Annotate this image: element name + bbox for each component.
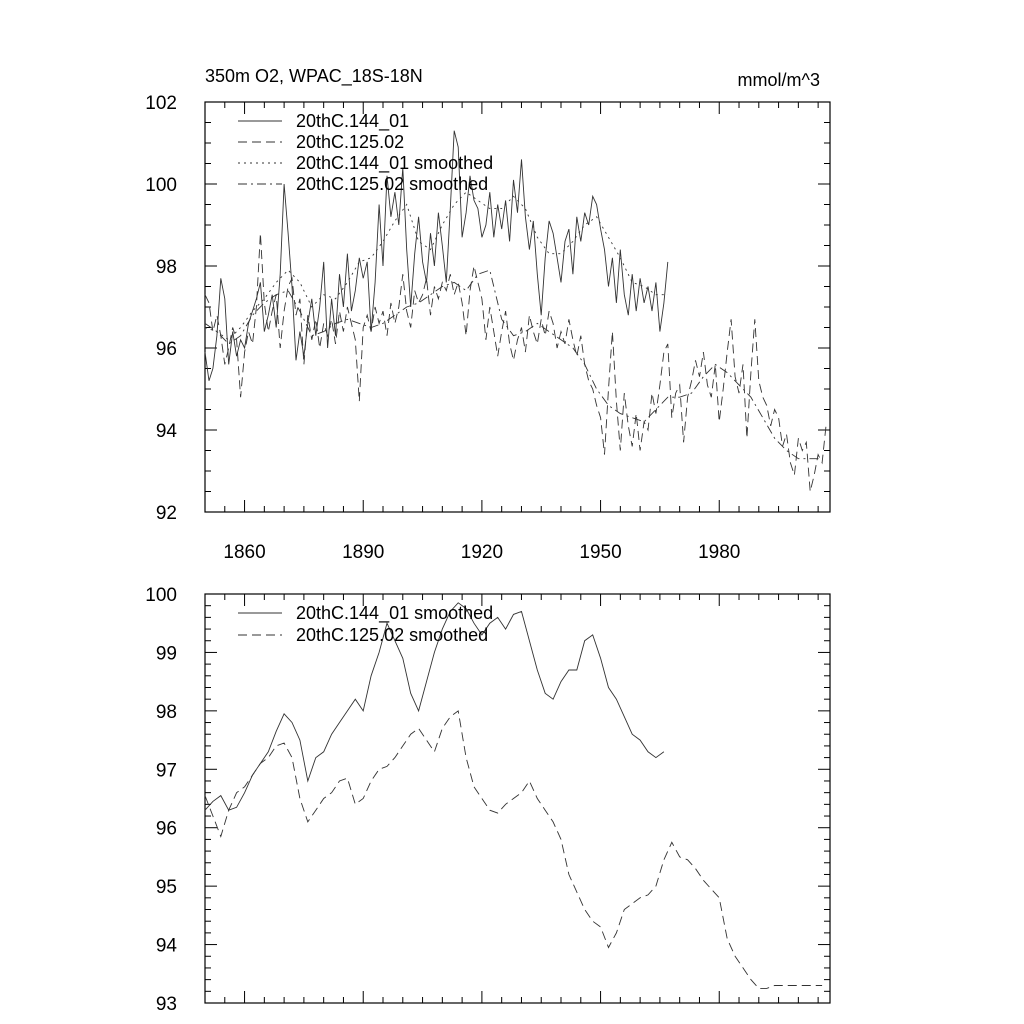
x-tick-label: 1890 [342,542,384,563]
y-tick-label: 93 [156,994,177,1015]
top-chart-panel: 350m O2, WPAC_18S-18N mmol/m^3 1860 1890 1… [145,66,831,563]
y-tick-label: 97 [156,760,177,781]
legend-label: 20thC.125.02 smoothed [296,174,488,194]
series-line-20thc-125-02 [204,233,827,492]
y-tick-label: 98 [156,257,177,278]
y-tick-label: 92 [156,503,177,524]
y-tick-label: 100 [145,175,177,196]
series-line-20thc-125-02-smoothed [204,269,823,460]
legend-label: 20thC.144_01 [296,111,409,132]
y-tick-label: 95 [156,877,177,898]
legend-label: 20thC.125.02 [296,132,404,152]
y-tick-label: 98 [156,702,177,723]
series-line-20thc-144-01-smoothed [204,602,665,811]
series-line-20thc-125-02-smoothed [204,710,823,989]
y-tick-label: 100 [145,585,177,606]
x-tick-label: 1980 [698,542,740,563]
series-line-20thc-144-01 [204,130,669,381]
bottom-chart-panel: 93 94 95 96 97 98 99 100 20thC.144_01 smoothed20… [145,585,831,1015]
legend-label: 20thC.125.02 smoothed [296,625,488,645]
y-tick-label: 99 [156,643,177,664]
y-tick-label: 94 [156,421,178,442]
y-tick-label: 96 [156,339,177,360]
x-tick-label: 1920 [461,542,503,563]
legend-label: 20thC.144_01 smoothed [296,153,493,174]
plot-frame [204,593,831,1004]
top-chart-title: 350m O2, WPAC_18S-18N [205,66,423,87]
y-tick-label: 102 [145,93,177,114]
y-tick-label: 94 [156,936,178,957]
x-tick-label: 1950 [579,542,621,563]
x-tick-label: 1860 [223,542,265,563]
legend-label: 20thC.144_01 smoothed [296,603,493,624]
y-tick-label: 96 [156,819,177,840]
top-chart-units: mmol/m^3 [738,70,820,90]
